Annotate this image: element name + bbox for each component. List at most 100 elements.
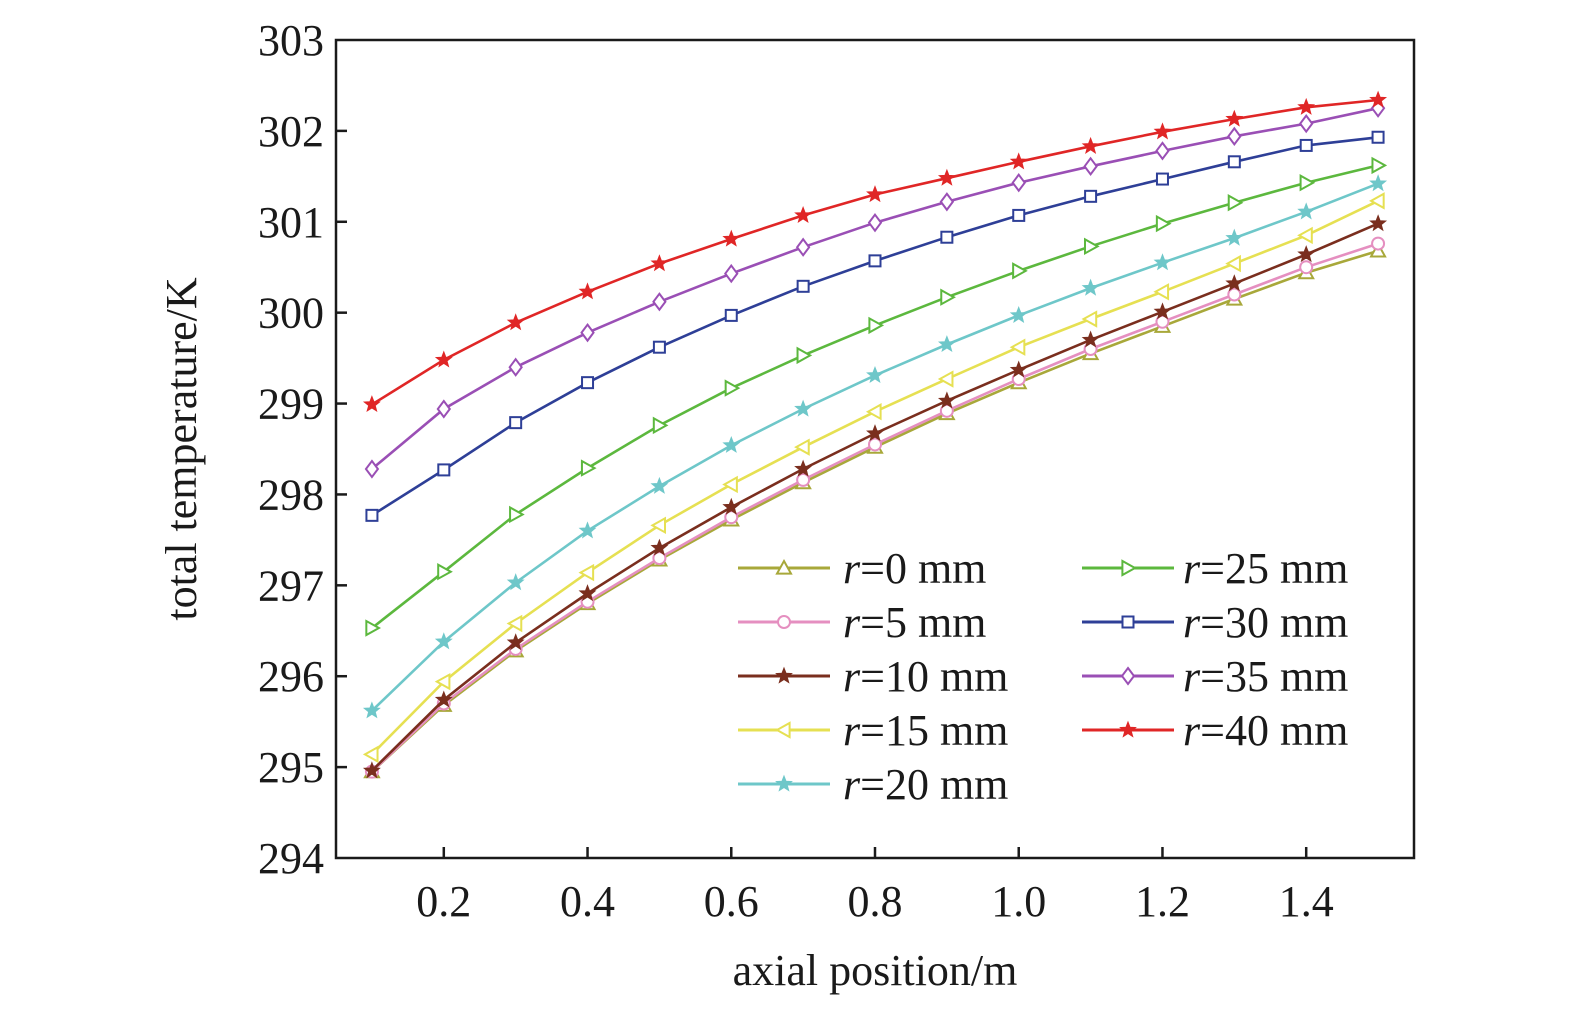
legend-item: r=0 mm (738, 544, 986, 593)
data-point (506, 633, 525, 651)
data-point (1227, 155, 1241, 169)
x-tick-label: 0.8 (848, 877, 903, 926)
data-point (795, 237, 811, 257)
legend-item: r=30 mm (1082, 598, 1348, 647)
legend-marker (775, 558, 793, 575)
data-point (724, 263, 739, 284)
data-point (1011, 173, 1026, 193)
legend-label: r=0 mm (843, 544, 986, 593)
y-tick-label: 303 (258, 16, 324, 65)
data-point (1227, 287, 1242, 302)
x-tick-label: 1.0 (991, 877, 1046, 926)
data-point (794, 459, 813, 477)
data-point (1153, 283, 1170, 301)
data-point (937, 335, 956, 353)
data-point (437, 563, 453, 581)
y-tick-label: 299 (258, 380, 324, 429)
data-point (724, 379, 741, 397)
data-point (794, 438, 810, 456)
legend-label: r=30 mm (1183, 598, 1348, 647)
data-point (1225, 254, 1241, 273)
legend-marker (1121, 559, 1138, 577)
data-point (578, 282, 597, 300)
data-point (1227, 126, 1242, 147)
data-point (796, 472, 811, 487)
data-point (796, 346, 813, 365)
y-axis-title: total temperature/K (157, 277, 206, 621)
data-point (1297, 226, 1313, 245)
data-point (506, 573, 525, 591)
data-point (866, 185, 884, 203)
data-point (1155, 172, 1169, 186)
series-layer (362, 90, 1388, 779)
data-point (434, 632, 453, 650)
data-point (724, 308, 738, 322)
data-point (434, 690, 453, 708)
y-axis-ticks: 294 295 296 297 298 299 300 301 302 303 (258, 16, 347, 883)
data-point (365, 508, 379, 522)
data-point (434, 672, 451, 691)
data-point (1012, 208, 1026, 222)
data-point (722, 497, 741, 515)
data-point (652, 340, 666, 354)
legend-item: r=5 mm (738, 598, 986, 647)
data-point (1369, 174, 1388, 192)
data-point (865, 403, 882, 421)
series-r-15-mm (362, 192, 1385, 764)
data-point (436, 399, 452, 419)
data-point (1369, 214, 1388, 232)
legend-item: r=25 mm (1082, 544, 1348, 593)
data-point (1009, 152, 1028, 170)
data-point (1299, 173, 1316, 192)
data-point (722, 229, 741, 247)
data-point (1369, 192, 1385, 210)
data-point (722, 436, 741, 453)
data-point (937, 168, 956, 186)
data-point (866, 424, 884, 442)
series-r-30-mm (365, 130, 1385, 522)
data-point (362, 761, 381, 779)
data-point (1153, 253, 1172, 271)
data-point (365, 619, 381, 637)
data-point (794, 205, 813, 224)
x-tick-label: 1.4 (1279, 877, 1334, 926)
data-point (868, 254, 882, 268)
series-r-25-mm (365, 156, 1388, 637)
data-point (506, 313, 525, 331)
data-point (1083, 156, 1098, 177)
data-point (364, 459, 380, 479)
data-point (866, 366, 884, 384)
x-axis-title: axial position/m (733, 946, 1018, 995)
y-tick-label: 298 (258, 470, 324, 519)
data-point (578, 584, 597, 602)
data-point (652, 416, 669, 435)
data-point (1371, 130, 1385, 144)
data-point (650, 516, 666, 535)
data-point (437, 463, 451, 477)
legend-marker (777, 615, 791, 629)
data-point (794, 399, 813, 417)
data-point (1297, 245, 1316, 263)
data-point (1225, 109, 1244, 127)
data-point (1371, 156, 1388, 175)
y-tick-label: 297 (258, 561, 324, 610)
y-tick-label: 295 (258, 743, 324, 792)
data-point (362, 701, 381, 719)
legend-item: r=20 mm (738, 760, 1008, 809)
legend-marker (775, 666, 793, 684)
legend-marker (774, 721, 791, 739)
data-point (652, 292, 667, 312)
legend-label: r=20 mm (843, 760, 1008, 809)
data-point (796, 279, 810, 293)
legend-marker (1121, 615, 1135, 629)
data-point (1369, 90, 1388, 108)
data-point (1299, 138, 1313, 152)
legend-label: r=5 mm (843, 598, 986, 647)
data-point (1299, 260, 1314, 275)
data-point (1297, 202, 1316, 220)
data-point (1155, 141, 1170, 161)
data-point (509, 505, 525, 524)
data-point (937, 391, 956, 409)
legend-item: r=10 mm (738, 652, 1008, 701)
